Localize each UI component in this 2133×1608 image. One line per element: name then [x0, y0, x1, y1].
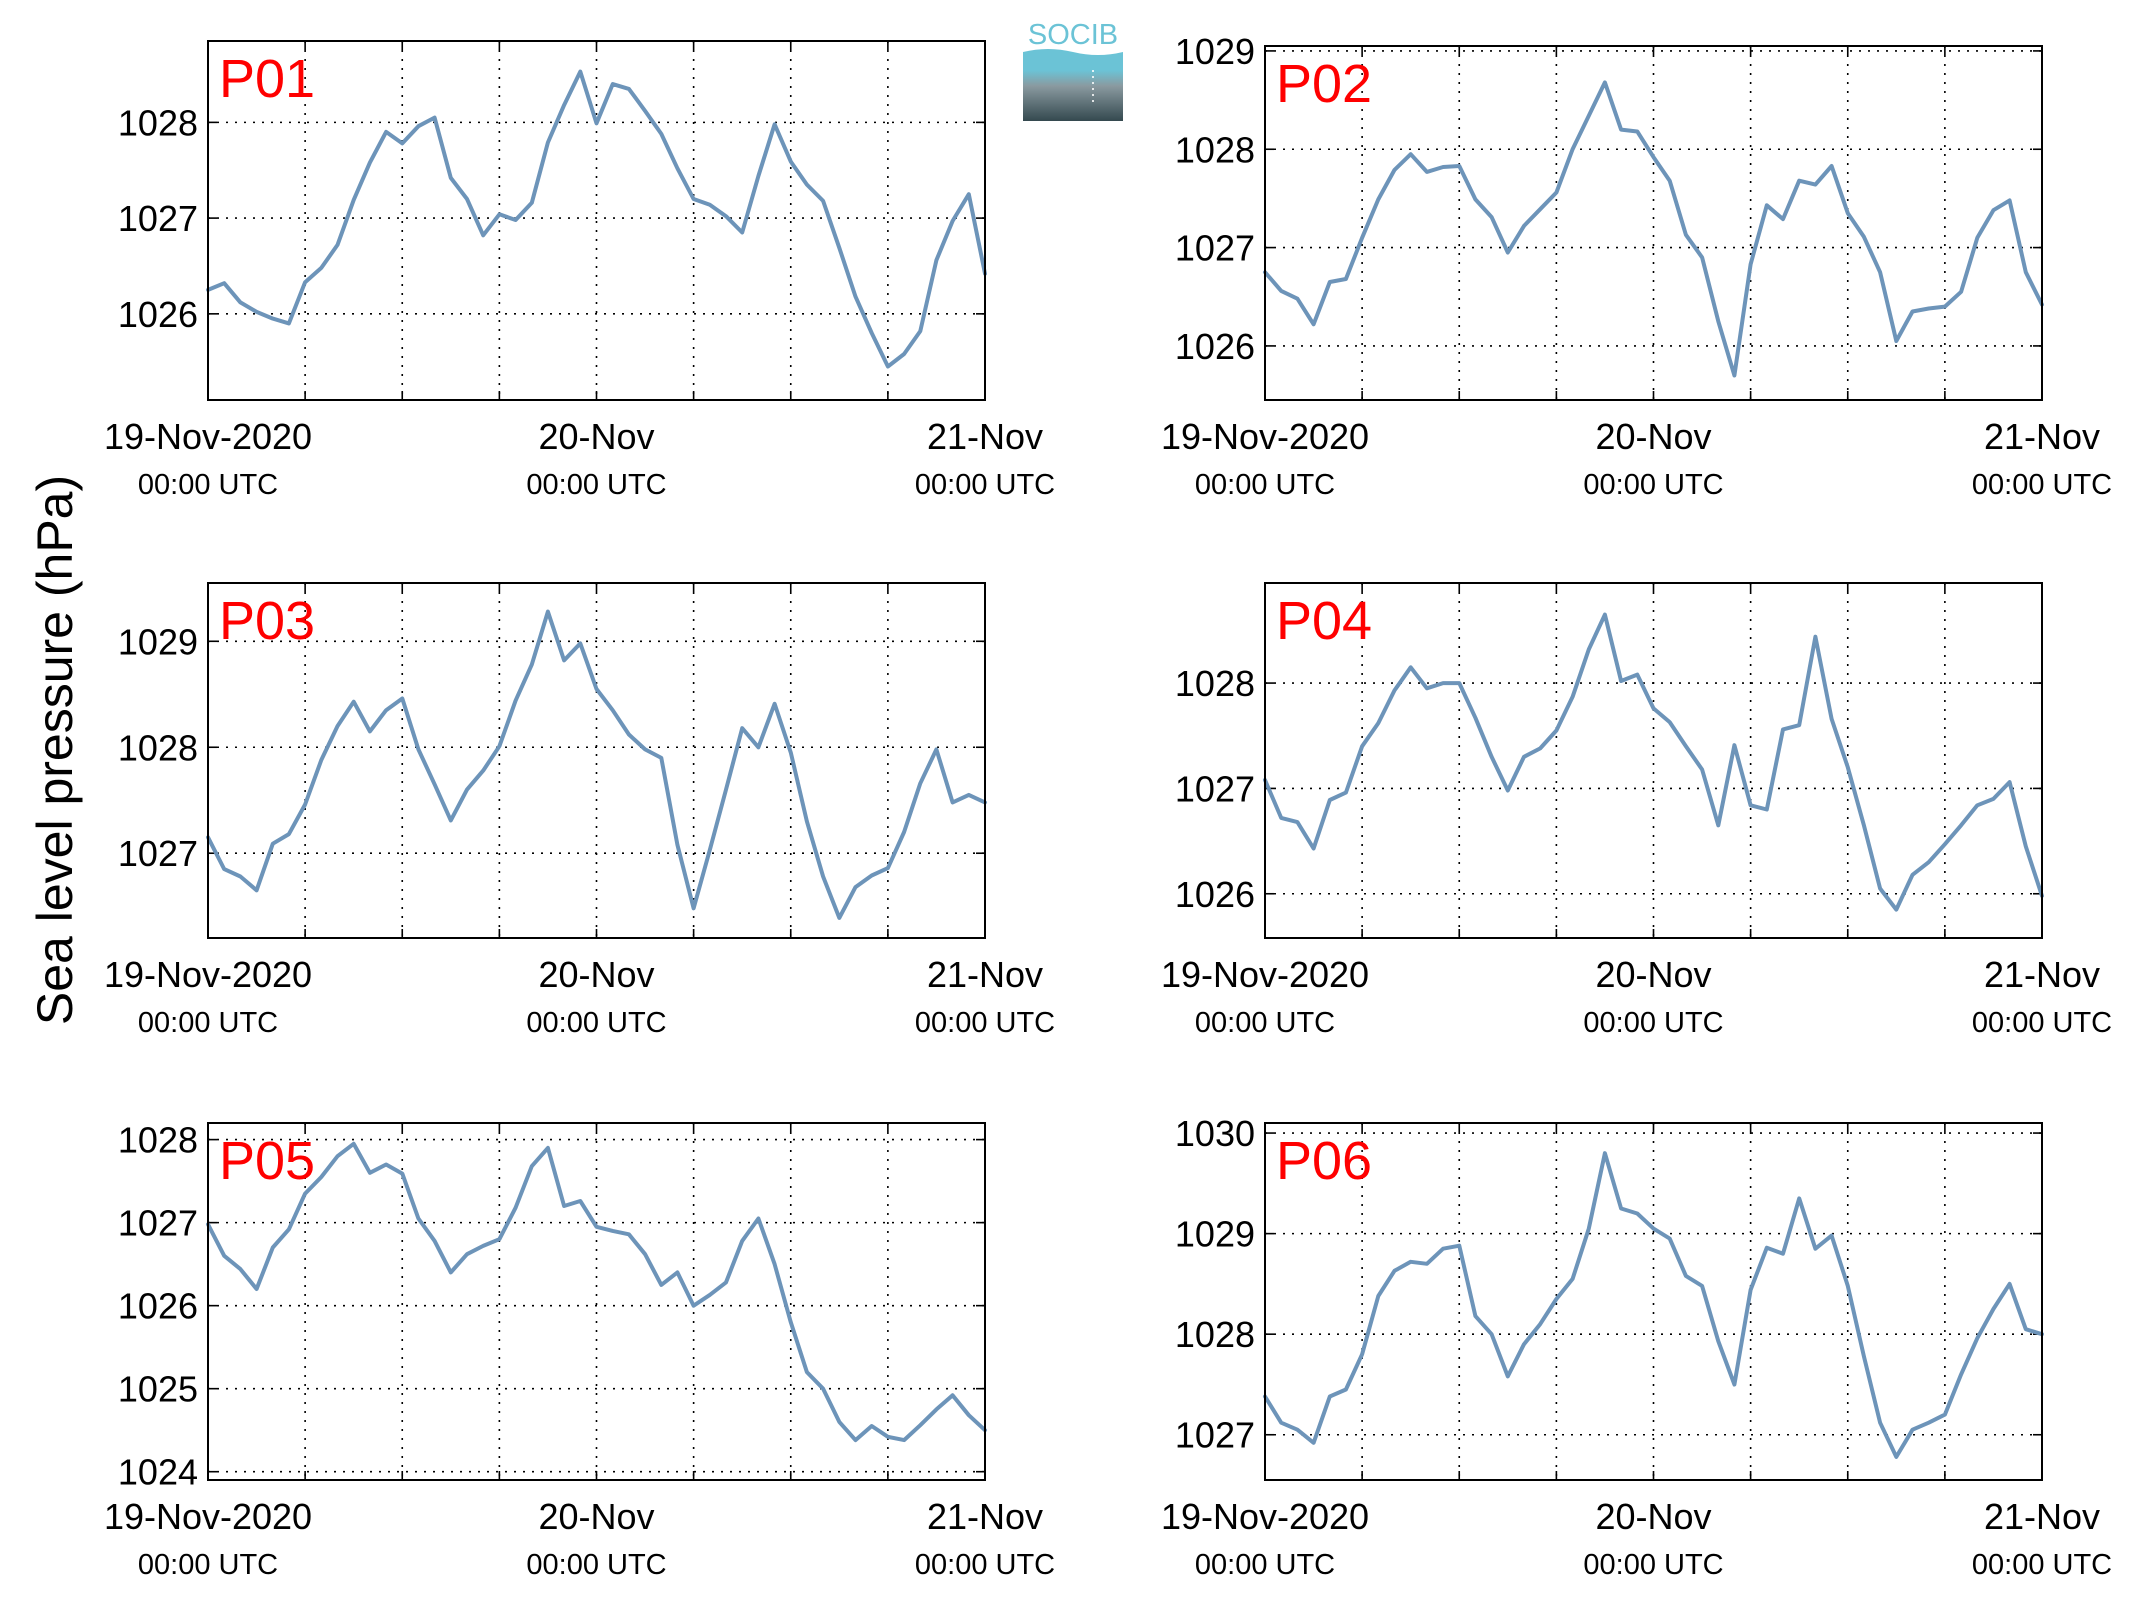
y-tick-label: 1028: [1175, 1314, 1255, 1355]
panel-label: P05: [219, 1131, 315, 1191]
x-tick-label-time: 00:00 UTC: [1195, 469, 1335, 501]
x-tick-label-date: 21-Nov: [1984, 416, 2100, 457]
y-tick-label: 1027: [118, 833, 198, 874]
y-tick-label: 1029: [1175, 1214, 1255, 1255]
logo-gradient-block: [1023, 43, 1123, 121]
y-tick-label: 1028: [118, 102, 198, 143]
x-tick-label-date: 20-Nov: [1595, 954, 1711, 995]
x-tick-label-time: 00:00 UTC: [1583, 1549, 1723, 1581]
y-tick-label: 1026: [118, 294, 198, 335]
y-tick-label: 1027: [1175, 1415, 1255, 1456]
y-tick-label: 1030: [1175, 1113, 1255, 1154]
axes-frame: [207, 582, 986, 939]
series-line-p05: [206, 1141, 987, 1443]
x-tick-label-time: 00:00 UTC: [915, 469, 1055, 501]
y-tick-label: 1026: [1175, 874, 1255, 915]
series-line-p03: [206, 609, 987, 920]
panel-label: P03: [219, 591, 315, 651]
x-tick-label-time: 00:00 UTC: [526, 469, 666, 501]
x-tick-label-date: 20-Nov: [538, 1496, 654, 1537]
x-tick-label-date: 21-Nov: [927, 416, 1043, 457]
x-tick-label-date: 20-Nov: [538, 954, 654, 995]
x-tick-label-time: 00:00 UTC: [915, 1549, 1055, 1581]
x-tick-label-time: 00:00 UTC: [526, 1007, 666, 1039]
x-tick-label-date: 21-Nov: [927, 1496, 1043, 1537]
chart-panels: 1026 1027 1028 19-Nov-2020 00:00 UTC 20-Nov 00…: [104, 31, 2112, 1581]
x-tick-label-time: 00:00 UTC: [1583, 1007, 1723, 1039]
x-tick-label-time: 00:00 UTC: [1972, 469, 2112, 501]
y-tick-label: 1029: [118, 621, 198, 662]
x-tick-label-date: 20-Nov: [538, 416, 654, 457]
y-tick-label: 1027: [1175, 768, 1255, 809]
series-line-p02: [1263, 80, 2044, 378]
x-tick-label-time: 00:00 UTC: [1972, 1007, 2112, 1039]
series-line-p01: [206, 69, 987, 369]
y-tick-label: 1027: [118, 198, 198, 239]
y-tick-label: 1027: [118, 1203, 198, 1244]
axes-frame: [207, 40, 986, 401]
x-tick-label-date: 19-Nov-2020: [104, 1496, 312, 1537]
x-tick-label-time: 00:00 UTC: [526, 1549, 666, 1581]
x-tick-label-date: 19-Nov-2020: [104, 416, 312, 457]
chart-panel-p06: 1027 1028 1029 1030 19-Nov-2020 00:00 UTC 20-N…: [1161, 1113, 2112, 1581]
axes-frame: [1264, 45, 2043, 401]
axes-frame: [1264, 582, 2043, 939]
x-tick-label-date: 21-Nov: [927, 954, 1043, 995]
y-tick-label: 1028: [118, 1120, 198, 1161]
panel-label: P01: [219, 49, 315, 109]
x-tick-label-time: 00:00 UTC: [1195, 1007, 1335, 1039]
panel-label: P04: [1276, 591, 1372, 651]
logo-wave-shape: [1023, 43, 1123, 55]
x-tick-label-time: 00:00 UTC: [138, 1007, 278, 1039]
x-tick-label-date: 20-Nov: [1595, 1496, 1711, 1537]
x-tick-label-date: 19-Nov-2020: [1161, 954, 1369, 995]
x-tick-label-date: 19-Nov-2020: [104, 954, 312, 995]
chart-panel-p01: 1026 1027 1028 19-Nov-2020 00:00 UTC 20-Nov 00…: [104, 40, 1055, 501]
x-tick-label-date: 21-Nov: [1984, 1496, 2100, 1537]
x-tick-label-date: 19-Nov-2020: [1161, 1496, 1369, 1537]
x-tick-label-time: 00:00 UTC: [915, 1007, 1055, 1039]
y-tick-label: 1028: [118, 727, 198, 768]
chart-panel-p02: 1026 1027 1028 1029 19-Nov-2020 00:00 UTC 20-N…: [1161, 31, 2112, 501]
axes-frame: [207, 1122, 986, 1481]
y-tick-label: 1026: [118, 1286, 198, 1327]
axes-frame: [1264, 1122, 2043, 1481]
y-tick-label: 1026: [1175, 326, 1255, 367]
x-tick-label-date: 20-Nov: [1595, 416, 1711, 457]
x-tick-label-time: 00:00 UTC: [138, 469, 278, 501]
socib-logo: SOCIB: [1023, 19, 1123, 121]
x-tick-label-time: 00:00 UTC: [1972, 1549, 2112, 1581]
panel-label: P06: [1276, 1131, 1372, 1191]
y-tick-label: 1025: [118, 1369, 198, 1410]
chart-panel-p04: 1026 1027 1028 19-Nov-2020 00:00 UTC 20-Nov 00…: [1161, 582, 2112, 1039]
y-tick-label: 1028: [1175, 129, 1255, 170]
y-tick-label: 1024: [118, 1452, 198, 1493]
series-line-p04: [1263, 612, 2044, 912]
logo-text: SOCIB: [1028, 19, 1118, 51]
x-tick-label-time: 00:00 UTC: [138, 1549, 278, 1581]
chart-panel-p03: 1027 1028 1029 19-Nov-2020 00:00 UTC 20-Nov 00…: [104, 582, 1055, 1039]
chart-panel-p05: 1024 1025 1026 1027 1028 19-Nov-2020 00:00 UTC…: [104, 1120, 1055, 1581]
y-tick-label: 1027: [1175, 228, 1255, 269]
y-axis-label: Sea level pressure (hPa): [27, 475, 83, 1025]
x-tick-label-time: 00:00 UTC: [1195, 1549, 1335, 1581]
x-tick-label-date: 19-Nov-2020: [1161, 416, 1369, 457]
x-tick-label-time: 00:00 UTC: [1583, 469, 1723, 501]
panel-label: P02: [1276, 54, 1372, 114]
y-tick-label: 1028: [1175, 663, 1255, 704]
y-tick-label: 1029: [1175, 31, 1255, 72]
x-tick-label-date: 21-Nov: [1984, 954, 2100, 995]
series-line-p06: [1263, 1151, 2044, 1459]
